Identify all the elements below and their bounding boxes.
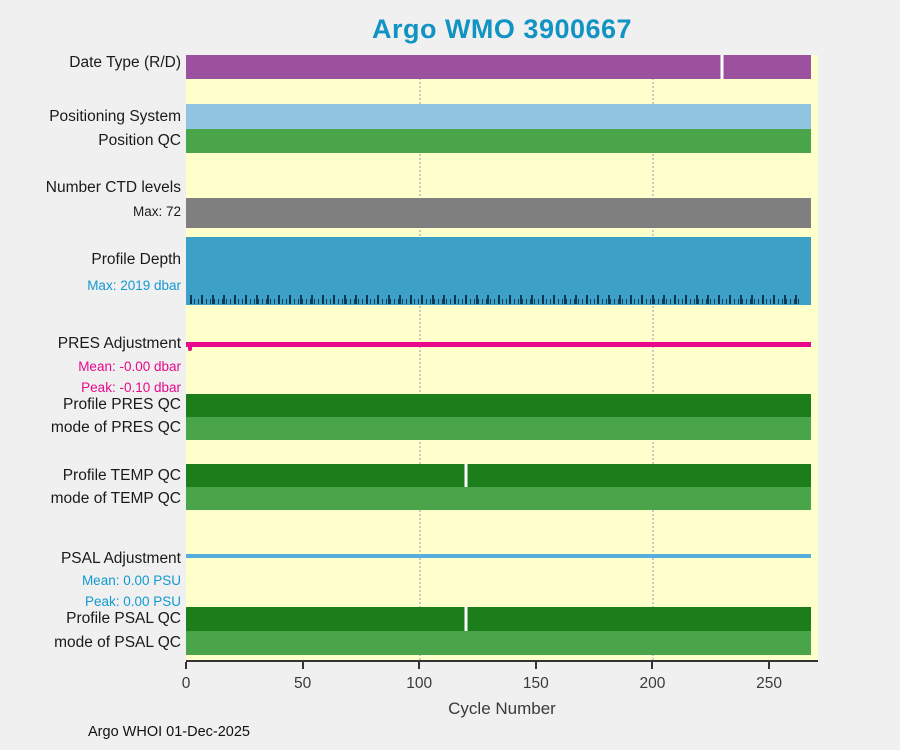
date-type-change-tick [720, 55, 724, 79]
depth-tick-marks-fine [190, 299, 801, 304]
row-label-mode-pres-qc: mode of PRES QC [50, 419, 181, 436]
row-label-position-qc: Position QC [98, 132, 181, 149]
x-tick-label-50: 50 [293, 675, 312, 692]
x-axis: 0 50 100 150 200 250 [182, 660, 818, 700]
temp-qc-gap-tick [464, 464, 468, 487]
annotation-pres-peak: Peak: -0.10 dbar [81, 380, 181, 395]
row-label-positioning-system: Positioning System [49, 108, 181, 125]
bar-psal-adjustment [186, 554, 811, 558]
bar-mode-temp-qc [186, 487, 811, 510]
row-label-profile-psal-qc: Profile PSAL QC [66, 610, 181, 627]
bar-ctd-levels [186, 198, 811, 228]
row-label-mode-psal-qc: mode of PSAL QC [54, 634, 181, 651]
x-tick-250 [768, 662, 771, 669]
figure-title: Argo WMO 3900667 [371, 14, 633, 44]
x-tick-label-150: 150 [522, 675, 549, 692]
bar-positioning-system [186, 104, 811, 129]
row-label-mode-temp-qc: mode of TEMP QC [50, 490, 181, 507]
x-tick-50 [301, 662, 304, 669]
x-tick-100 [418, 662, 421, 669]
bar-pres-adjustment [186, 342, 811, 351]
x-tick-150 [534, 662, 537, 669]
psal-qc-gap-tick [464, 607, 468, 631]
x-tick-label-250: 250 [756, 675, 782, 692]
x-tick-label-100: 100 [406, 675, 433, 692]
bar-profile-pres-qc [186, 394, 811, 417]
gridline-100 [419, 55, 422, 660]
bar-profile-depth [186, 237, 811, 305]
bar-profile-temp-qc [186, 464, 811, 487]
gridline-200 [652, 55, 655, 660]
row-label-ctd-levels: Number CTD levels [45, 179, 181, 196]
annotation-psal-mean: Mean: 0.00 PSU [81, 573, 181, 588]
x-tick-label-200: 200 [639, 675, 666, 692]
annotation-ctd-max: Max: 72 [132, 204, 181, 219]
bar-position-qc [186, 129, 811, 153]
bar-mode-pres-qc [186, 417, 811, 440]
x-tick-0 [185, 662, 187, 669]
bar-date-type [186, 55, 811, 79]
row-label-profile-temp-qc: Profile TEMP QC [62, 467, 181, 484]
figure-footer: Argo WHOI 01-Dec-2025 [88, 724, 250, 740]
pres-peak-dip [188, 345, 192, 351]
row-label-profile-depth: Profile Depth [91, 251, 181, 268]
bar-mode-psal-qc [186, 631, 811, 655]
plot-area [186, 55, 818, 660]
annotation-psal-peak: Peak: 0.00 PSU [84, 594, 181, 609]
annotation-depth-max: Max: 2019 dbar [87, 278, 181, 293]
row-label-psal-adjustment: PSAL Adjustment [60, 550, 181, 567]
row-label-date-type: Date Type (R/D) [69, 54, 181, 71]
row-label-profile-pres-qc: Profile PRES QC [62, 396, 181, 413]
x-axis-title: Cycle Number [448, 699, 556, 718]
annotation-pres-mean: Mean: -0.00 dbar [78, 359, 181, 374]
x-tick-200 [651, 662, 654, 669]
row-label-pres-adjustment: PRES Adjustment [57, 335, 181, 352]
x-tick-label-0: 0 [181, 675, 191, 692]
bar-profile-psal-qc [186, 607, 811, 631]
